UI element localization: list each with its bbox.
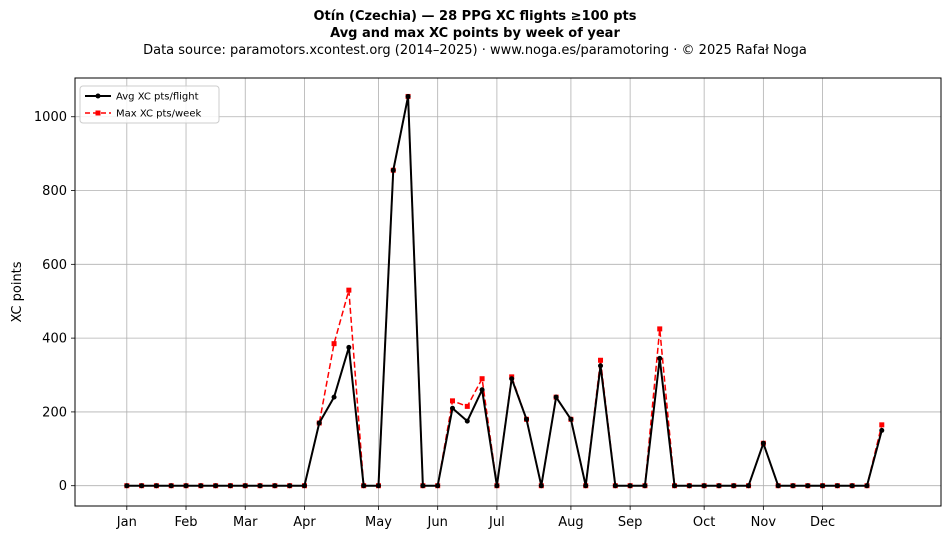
data-point-avg bbox=[390, 167, 396, 173]
data-point-avg bbox=[553, 394, 559, 400]
data-point-avg bbox=[805, 483, 811, 489]
x-tick-label: Nov bbox=[751, 515, 777, 530]
x-tick-label: Apr bbox=[293, 515, 316, 530]
data-point-max bbox=[598, 357, 604, 363]
x-tick-label: Feb bbox=[175, 515, 198, 530]
x-tick-label: Oct bbox=[693, 515, 715, 530]
data-point-avg bbox=[598, 363, 604, 369]
y-tick-label: 600 bbox=[42, 258, 67, 273]
data-point-avg bbox=[775, 483, 781, 489]
data-point-avg bbox=[375, 483, 381, 489]
data-point-avg bbox=[346, 344, 352, 350]
data-point-avg bbox=[420, 483, 426, 489]
series-line-0 bbox=[126, 95, 883, 487]
data-point-avg bbox=[435, 483, 441, 489]
data-point-avg bbox=[227, 483, 233, 489]
x-tick-label: Jul bbox=[488, 515, 505, 530]
data-point-avg bbox=[612, 483, 618, 489]
data-point-avg bbox=[316, 420, 322, 426]
legend-label: Max XC pts/week bbox=[116, 109, 201, 120]
data-point-avg bbox=[642, 483, 648, 489]
y-tick-label: 800 bbox=[42, 184, 67, 199]
data-point-max bbox=[464, 403, 470, 409]
data-point-max bbox=[479, 376, 485, 382]
data-point-avg bbox=[257, 483, 263, 489]
legend: Avg XC pts/flight Max XC pts/week bbox=[79, 85, 220, 124]
x-tick-label: Aug bbox=[558, 515, 583, 530]
x-tick-label: Mar bbox=[233, 515, 258, 530]
data-point-avg bbox=[494, 483, 500, 489]
data-point-avg bbox=[627, 483, 633, 489]
x-tick-label: May bbox=[365, 515, 392, 530]
data-point-max bbox=[346, 287, 352, 293]
data-point-avg bbox=[331, 394, 337, 400]
legend-swatch-marker bbox=[95, 110, 101, 116]
data-point-avg bbox=[242, 483, 248, 489]
x-tick-label: Jun bbox=[427, 515, 448, 530]
series-layer bbox=[124, 93, 885, 489]
y-tick-label: 1000 bbox=[34, 110, 67, 125]
data-point-avg bbox=[864, 483, 870, 489]
data-point-max bbox=[879, 422, 885, 428]
data-point-avg bbox=[213, 483, 219, 489]
data-point-avg bbox=[168, 483, 174, 489]
data-point-avg bbox=[583, 483, 589, 489]
data-point-avg bbox=[834, 483, 840, 489]
x-tick-label: Dec bbox=[810, 515, 835, 530]
y-tick-label: 200 bbox=[42, 405, 67, 420]
data-point-avg bbox=[464, 418, 470, 424]
data-point-avg bbox=[198, 483, 204, 489]
data-point-avg bbox=[287, 483, 293, 489]
chart-subtitle: Data source: paramotors.xcontest.org (20… bbox=[143, 43, 807, 58]
legend-label: Avg XC pts/flight bbox=[116, 92, 199, 103]
data-point-avg bbox=[879, 427, 885, 433]
axis-ticks: Jan Feb Mar Apr May Jun Jul Aug Sep Oct Nov Dec 0 200… bbox=[34, 110, 835, 530]
data-point-avg bbox=[672, 483, 678, 489]
data-point-avg bbox=[509, 376, 515, 382]
x-tick-label: Sep bbox=[618, 515, 643, 530]
legend-box bbox=[79, 85, 220, 124]
data-point-avg bbox=[716, 483, 722, 489]
plot-frame bbox=[74, 77, 942, 507]
data-point-avg bbox=[272, 483, 278, 489]
y-tick-label: 0 bbox=[59, 479, 67, 494]
y-tick-label: 400 bbox=[42, 332, 67, 347]
data-point-max bbox=[449, 398, 455, 404]
data-point-avg bbox=[686, 483, 692, 489]
data-point-avg bbox=[849, 483, 855, 489]
data-point-avg bbox=[479, 387, 485, 393]
data-point-avg bbox=[731, 483, 737, 489]
data-point-avg bbox=[153, 483, 159, 489]
x-tick-label: Jan bbox=[116, 515, 137, 530]
data-point-avg bbox=[760, 440, 766, 446]
data-point-avg bbox=[538, 483, 544, 489]
data-point-avg bbox=[449, 405, 455, 411]
data-point-avg bbox=[746, 483, 752, 489]
chart-title-line1: Otín (Czechia) — 28 PPG XC flights ≥100 … bbox=[313, 9, 637, 24]
data-point-avg bbox=[568, 416, 574, 422]
data-point-avg bbox=[790, 483, 796, 489]
chart-header: Otín (Czechia) — 28 PPG XC flights ≥100 … bbox=[0, 8, 950, 59]
data-point-avg bbox=[701, 483, 707, 489]
data-point-avg bbox=[124, 483, 130, 489]
y-axis-label: XC points bbox=[10, 261, 25, 322]
legend-swatch-marker bbox=[95, 93, 101, 99]
chart-title-line2: Avg and max XC points by week of year bbox=[330, 26, 620, 41]
data-point-max bbox=[331, 341, 337, 347]
data-point-avg bbox=[139, 483, 145, 489]
grid-lines bbox=[75, 78, 941, 506]
data-point-max bbox=[657, 326, 663, 332]
data-point-avg bbox=[361, 483, 367, 489]
data-point-avg bbox=[524, 416, 530, 422]
data-point-avg bbox=[820, 483, 826, 489]
data-point-avg bbox=[183, 483, 189, 489]
data-point-avg bbox=[657, 355, 663, 361]
data-point-avg bbox=[301, 483, 307, 489]
data-point-avg bbox=[405, 93, 411, 99]
